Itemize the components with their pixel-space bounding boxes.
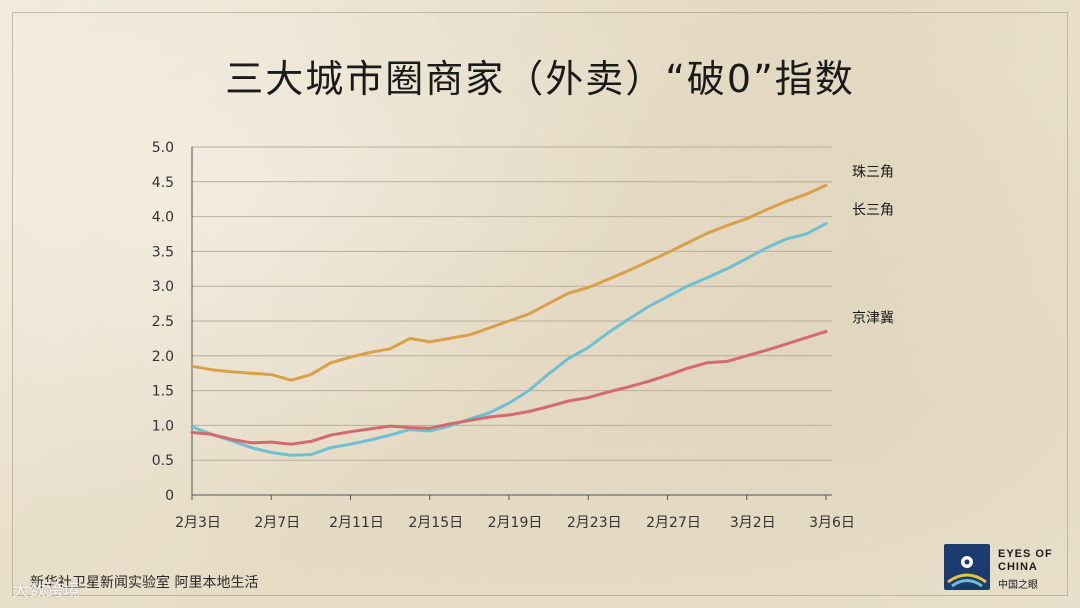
chart-title: 三大城市圈商家（外卖）“破0”指数 [225, 57, 855, 101]
source-credit: 新华社卫星新闻实验室 阿里本地生活 [30, 575, 259, 591]
y-tick-label: 5.0 [152, 140, 174, 156]
logo-wordmark: EYES OF CHINA [998, 548, 1053, 574]
logo-line2: CHINA [998, 561, 1038, 573]
series-label: 长三角 [852, 203, 894, 219]
series-label: 京津冀 [852, 310, 894, 326]
x-tick-label: 2月19日 [488, 515, 543, 531]
x-tick-label: 2月11日 [329, 515, 384, 531]
x-tick-label: 3月2日 [730, 515, 776, 531]
eyes-of-china-logo: EYES OF CHINA 中国之眼 [944, 544, 1064, 592]
y-tick-label: 1.0 [152, 418, 174, 434]
y-tick-label: 1.5 [152, 384, 174, 400]
logo-chinese: 中国之眼 [998, 580, 1038, 591]
series-line-京津冀 [190, 329, 828, 446]
y-tick-label: 4.0 [152, 210, 174, 226]
y-tick-label: 0.5 [152, 453, 174, 469]
series-label: 珠三角 [852, 164, 894, 180]
x-tick-label: 3月6日 [809, 515, 855, 531]
watermark-text: 大数跨境 [12, 581, 80, 601]
slide-frame [12, 12, 1068, 596]
y-tick-label: 0 [165, 488, 174, 504]
y-tick-label: 2.5 [152, 314, 174, 330]
logo-icon [944, 544, 990, 590]
x-tick-label: 2月15日 [408, 515, 463, 531]
y-tick-label: 3.5 [152, 244, 174, 260]
logo-line1: EYES OF [998, 548, 1053, 560]
x-tick-label: 2月3日 [175, 515, 221, 531]
x-tick-label: 2月27日 [646, 515, 701, 531]
series-line-长三角 [190, 222, 828, 457]
series-line-珠三角 [190, 183, 828, 382]
y-tick-label: 2.0 [152, 349, 174, 365]
y-tick-label: 3.0 [152, 279, 174, 295]
y-tick-label: 4.5 [152, 175, 174, 191]
x-tick-label: 2月23日 [567, 515, 622, 531]
x-tick-label: 2月7日 [254, 515, 300, 531]
